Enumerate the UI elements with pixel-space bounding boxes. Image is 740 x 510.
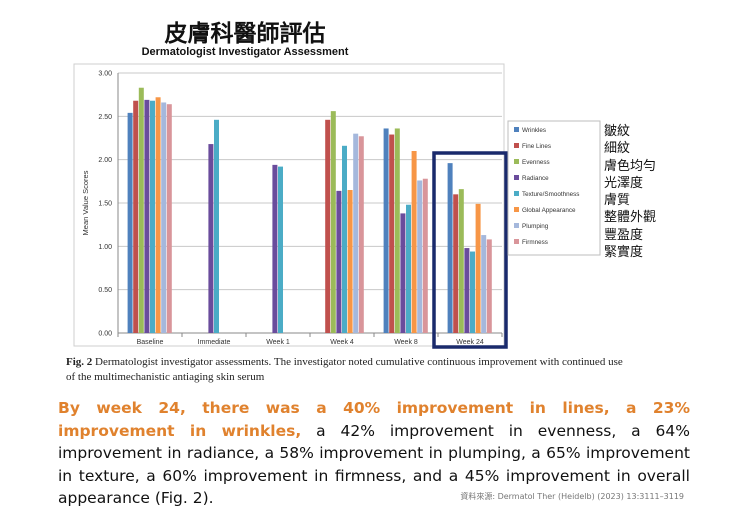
bar — [464, 248, 470, 333]
legend-zh-item: 光澤度 — [604, 175, 644, 191]
bar — [411, 151, 417, 333]
summary-text: a 42% improvement in evenness, a 64% imp… — [58, 421, 691, 508]
bar — [417, 180, 423, 333]
legend-swatch — [514, 127, 519, 132]
bar — [447, 163, 453, 333]
bar — [358, 136, 364, 333]
bar — [155, 97, 161, 334]
chart-frame — [73, 63, 505, 347]
figure-caption-text: Dermatologist investigator assessments. … — [66, 356, 623, 383]
legend-label: Texture/Smoothness — [522, 191, 579, 198]
bar — [138, 87, 144, 333]
legend-zh-item: 緊實度 — [604, 245, 644, 261]
week24-highlight-box — [432, 151, 508, 349]
bar — [347, 190, 353, 333]
bar — [208, 144, 214, 333]
bar — [150, 100, 155, 333]
legend-zh-item: 整體外觀 — [604, 210, 657, 226]
x-tick-label: Week 8 — [394, 339, 418, 346]
legend-swatch — [514, 223, 519, 228]
y-tick-label: 3.00 — [98, 71, 112, 78]
legend-chinese: 皺紋 細紋 膚色均勻 光澤度 膚質 整體外觀 豐盈度 緊實度 — [604, 123, 724, 261]
bar — [278, 166, 283, 333]
bar-chart: 0.00 0.50 1.00 1.50 2.00 2.50 3.00 Mean Value S… — [73, 63, 601, 349]
x-tick-label: Immediate — [198, 339, 231, 346]
bar — [486, 239, 492, 333]
legend-swatch — [514, 239, 519, 244]
bar — [453, 194, 459, 333]
legend-label: Global Appearance — [522, 207, 576, 214]
summary-paragraph: By week 24, there was a 40% improvement … — [58, 397, 690, 510]
bar — [394, 128, 400, 333]
bar — [133, 100, 139, 333]
bar — [481, 235, 487, 333]
legend-label: Plumping — [522, 223, 549, 230]
bar — [336, 190, 342, 333]
x-tick-label: Week 24 — [456, 339, 484, 346]
bar — [406, 204, 411, 333]
legend-zh-item: 豐盈度 — [604, 227, 644, 243]
legend-label: Fine Lines — [522, 143, 551, 150]
bar — [127, 112, 133, 333]
x-tick-label: Week 4 — [330, 339, 354, 346]
bar — [422, 178, 428, 333]
bar — [389, 134, 395, 333]
legend-label: Evenness — [522, 159, 550, 166]
bar — [342, 145, 347, 333]
bar — [272, 164, 278, 333]
bar — [325, 119, 331, 333]
figure-caption: Fig. 2 Dermatologist investigator assess… — [66, 355, 626, 385]
bar — [470, 251, 475, 333]
bar — [475, 203, 481, 333]
bar — [353, 133, 359, 333]
x-tick-label: Week 1 — [266, 339, 290, 346]
legend-label: Wrinkles — [522, 127, 546, 134]
y-tick-label: 1.50 — [98, 201, 112, 208]
figure-label: Fig. 2 — [66, 356, 93, 368]
legend-label: Radiance — [522, 175, 549, 182]
legend-swatch — [514, 175, 519, 180]
legend-swatch — [514, 143, 519, 148]
legend-box — [507, 120, 601, 256]
bar — [214, 119, 219, 333]
bar — [383, 128, 389, 333]
y-tick-label: 0.00 — [98, 331, 112, 338]
chart-title-chinese: 皮膚科醫師評估 — [164, 21, 326, 47]
y-tick-label: 1.00 — [98, 244, 112, 251]
bar — [166, 104, 172, 333]
x-tick-label: Baseline — [137, 339, 164, 346]
chart-title: Dermatologist Investigator Assessment — [141, 46, 349, 58]
bar — [458, 189, 464, 333]
y-tick-label: 0.50 — [98, 287, 112, 294]
summary-highlight: By week 24, there was a 40% improvement … — [58, 399, 690, 440]
legend-swatch — [514, 159, 519, 164]
legend-label: Firmness — [522, 239, 548, 246]
bar — [144, 99, 150, 333]
y-tick-label: 2.00 — [98, 157, 112, 164]
legend-swatch — [514, 191, 519, 196]
bar — [161, 102, 167, 333]
legend-zh-item: 皺紋 — [604, 124, 631, 139]
legend-zh-item: 膚色均勻 — [604, 158, 657, 174]
legend-zh-item: 細紋 — [604, 141, 631, 157]
bar — [400, 213, 406, 333]
y-tick-label: 2.50 — [98, 114, 112, 121]
legend-swatch — [514, 207, 519, 212]
bar — [330, 111, 336, 333]
source-citation: 資料來源: Dermatol Ther (Heidelb) (2023) 13:… — [460, 492, 684, 501]
legend-zh-item: 膚質 — [604, 193, 631, 209]
y-axis-label: Mean Value Scores — [81, 170, 90, 235]
